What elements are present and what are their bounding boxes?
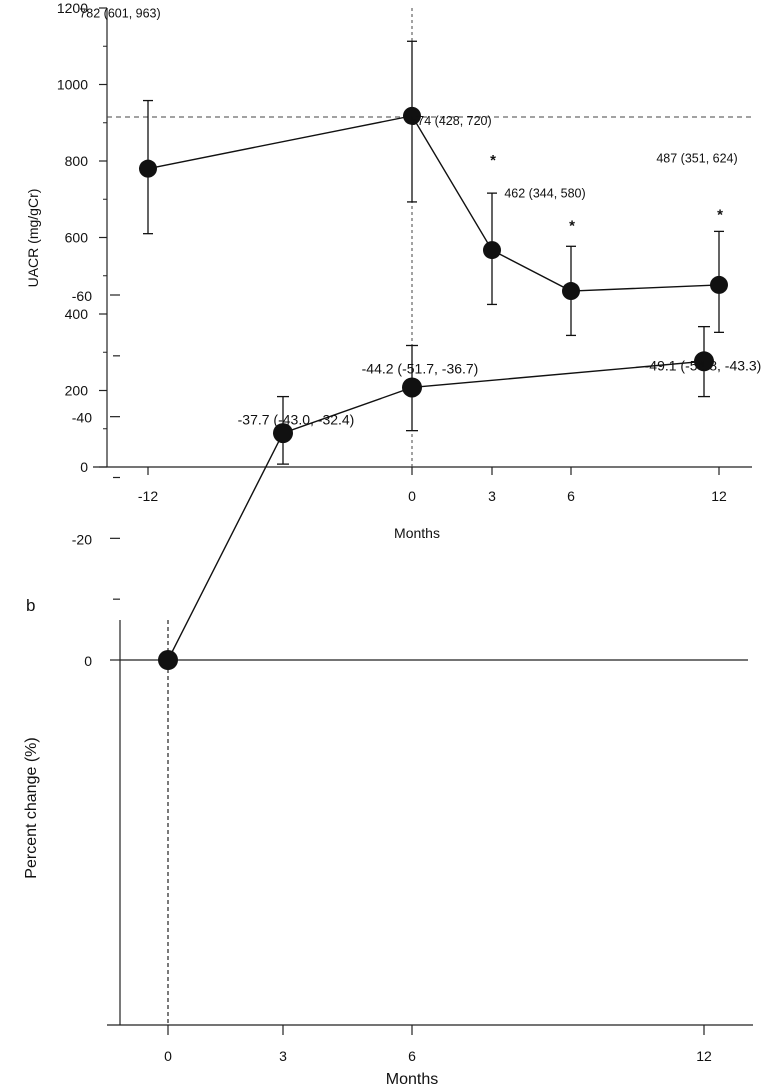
panel-a-x-tick-label: 3: [488, 488, 496, 504]
panel-a-series-line: [147, 115, 720, 292]
panel-b-data-label: -44.2 (-51.7, -36.7): [362, 360, 479, 376]
panel-b-data-label: -49.1 (-54.8, -43.3): [645, 358, 762, 374]
panel-a-data-label: 462 (344, 580): [504, 186, 585, 200]
panel-a-data-label: 782 (601, 963): [79, 7, 160, 21]
panel-a-x-tick-label: -12: [138, 488, 158, 504]
panel-a-y-tick-label: 1200: [57, 0, 88, 16]
panel-b-x-axis-label: Months: [386, 1071, 438, 1086]
panel-a-y-tick-label: 1000: [57, 77, 88, 93]
panel-b-y-tick-label: -60: [72, 288, 92, 304]
panel-a-data-point: [710, 275, 728, 294]
panel-a-y-tick-label: 600: [65, 230, 89, 246]
panel-a-y-tick-label: 400: [65, 306, 89, 322]
panel-a-data-point: [483, 241, 501, 260]
panel-b-x-tick-label: 12: [696, 1048, 712, 1064]
panel-a-y-tick-label: 0: [80, 459, 88, 475]
panel-b-y-axis-label: Percent change (%): [23, 737, 40, 878]
panel-a-y-tick-label: 200: [65, 383, 89, 399]
panel-a-x-tick-label: 0: [408, 488, 416, 504]
panel-b-y-tick-label: -20: [72, 531, 92, 547]
panel-a-y-tick-label: 800: [65, 153, 89, 169]
panel-b-y-tick-label: -40: [72, 410, 92, 426]
panel-a-data-point: [403, 106, 421, 125]
panel-a-x-axis-label: Months: [394, 525, 440, 541]
panel-b-x-tick-label: 0: [164, 1048, 172, 1064]
panel-a-x-tick-label: 12: [711, 488, 727, 504]
panel-b-series-line: [167, 360, 705, 661]
panel-b-label: b: [26, 596, 35, 615]
panel-a-y-axis-label: UACR (mg/gCr): [25, 189, 41, 288]
panel-a-significance-star: *: [717, 206, 723, 223]
panel-b-percent-change-chart: b 0 -20 -40 -60 0 3 6 12 -37.7 (-43.0, -32.4) -…: [23, 288, 761, 1086]
panel-b-data-point: [158, 650, 178, 670]
panel-a-significance-star: *: [569, 217, 575, 234]
panel-b-data-point: [694, 351, 714, 372]
panel-b-data-point: [402, 377, 422, 398]
panel-a-data-label: 487 (351, 624): [656, 151, 737, 165]
panel-a-data-label: 574 (428, 720): [410, 114, 491, 128]
panel-a-data-point: [139, 159, 157, 178]
panel-a-x-tick-label: 6: [567, 488, 575, 504]
panel-a-significance-star: *: [490, 152, 496, 169]
panel-b-x-tick-label: 6: [408, 1048, 416, 1064]
panel-b-data-label: -37.7 (-43.0, -32.4): [238, 412, 355, 428]
panel-b-y-tick-label: 0: [84, 653, 92, 669]
panel-a-data-point: [562, 282, 580, 301]
panel-b-x-tick-label: 3: [279, 1048, 287, 1064]
panel-b-data-point: [273, 423, 293, 444]
panel-a-uacr-chart: 0 200 400 600 800 1000 1200 -12 0 3 6 12 782 (601,…: [25, 0, 752, 541]
